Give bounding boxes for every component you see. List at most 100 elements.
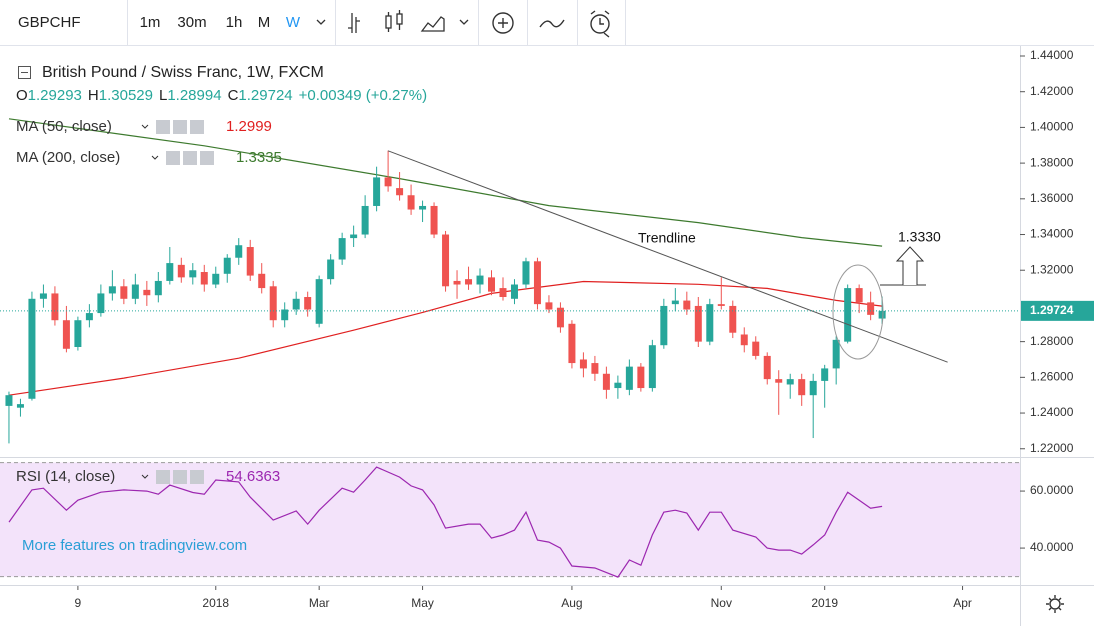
candle-body — [821, 368, 829, 381]
candle-body — [510, 284, 518, 299]
indicator-value: 1.3335 — [236, 149, 282, 166]
watermark: More features on tradingview.com — [22, 537, 247, 554]
x-tick-label: Apr — [953, 596, 972, 610]
indicator-control[interactable] — [156, 120, 170, 134]
indicator-control[interactable] — [156, 470, 170, 484]
price-pane: 1.22000 1.24000 1.26000 1.28000 1.32000 1.340… — [0, 48, 1094, 455]
candle-body — [269, 286, 277, 321]
bar-style-icon[interactable] — [348, 10, 469, 33]
x-tick-label: May — [411, 596, 434, 610]
indicator-icon[interactable] — [492, 12, 514, 34]
rsi-band — [0, 462, 1020, 577]
x-tick-label: Aug — [561, 596, 582, 610]
x-tick-label: Mar — [309, 596, 330, 610]
candle-body — [223, 257, 231, 274]
candle-body — [625, 366, 633, 390]
candle-body — [556, 307, 564, 328]
interval-button[interactable]: 1m — [140, 14, 161, 31]
candle-body — [97, 293, 105, 314]
indicator-control[interactable] — [190, 120, 204, 134]
candle-body — [878, 310, 886, 319]
trendline — [387, 150, 948, 363]
candle-body — [465, 279, 473, 285]
y-tick-label: 1.36000 — [1030, 191, 1074, 205]
candle-body — [568, 323, 576, 364]
legend: British Pound / Swiss Franc, 1W, FXCM O1… — [16, 64, 427, 166]
candle-body — [499, 288, 507, 298]
candle-body — [361, 205, 369, 235]
indicator-control[interactable] — [173, 120, 187, 134]
interval-button[interactable]: 30m — [177, 14, 206, 31]
ohlc-value: 1.30529 — [99, 87, 153, 104]
y-tick-label: 1.28000 — [1030, 334, 1074, 348]
target-arrow — [895, 246, 925, 285]
y-tick-label: 1.42000 — [1030, 84, 1074, 98]
indicator-dropdown[interactable] — [151, 155, 159, 160]
candle-body — [350, 234, 358, 239]
rsi-tick-label: 60.0000 — [1030, 483, 1074, 497]
candle-body — [51, 293, 59, 321]
toolbar: GBPCHF — [0, 0, 1094, 46]
candle-body — [5, 395, 13, 406]
y-tick-label: 1.24000 — [1030, 405, 1074, 419]
interval-button[interactable]: M — [258, 14, 271, 31]
ohlc-value: 1.29724 — [238, 87, 292, 104]
candle-body — [809, 380, 817, 396]
x-tick-label: 2019 — [811, 596, 838, 610]
candle-body — [373, 177, 381, 206]
indicator-dropdown[interactable] — [141, 474, 149, 479]
candle-body — [304, 297, 312, 310]
y-tick-label: 1.34000 — [1030, 227, 1074, 241]
indicator-value: 54.6363 — [226, 468, 280, 485]
candle-body — [694, 305, 702, 342]
candle-body — [212, 273, 220, 285]
candle-body — [384, 177, 392, 187]
candle-body — [315, 279, 323, 324]
current-price-tag — [1021, 300, 1094, 321]
indicator-control[interactable] — [200, 151, 214, 165]
candle-body — [798, 379, 806, 396]
indicator-control[interactable] — [183, 151, 197, 165]
symbol[interactable]: GBPCHF — [18, 14, 81, 31]
candle-body — [154, 280, 162, 296]
indicator-dropdown[interactable] — [141, 124, 149, 129]
candle-body — [39, 293, 47, 299]
indicator-control[interactable] — [166, 151, 180, 165]
ohlc-letter: C — [228, 87, 239, 104]
x-tick-label: 9 — [75, 596, 82, 610]
candle-body — [177, 264, 185, 278]
candle-body — [327, 259, 335, 280]
candle-body — [832, 339, 840, 369]
candle-body — [62, 320, 70, 349]
interval-dropdown[interactable] — [316, 19, 326, 25]
compare-icon[interactable] — [539, 19, 565, 28]
y-tick-label: 1.22000 — [1030, 441, 1074, 455]
alert-icon[interactable] — [590, 10, 610, 38]
candle-body — [419, 205, 427, 210]
current-price-label: 1.29724 — [1030, 303, 1074, 317]
candle-body — [683, 300, 691, 310]
candle-body — [614, 382, 622, 389]
candle-body — [396, 188, 404, 196]
interval-button[interactable]: W — [286, 14, 301, 31]
candle-body — [258, 273, 266, 289]
candle-body — [131, 284, 139, 299]
ohlc-value: 1.28994 — [167, 87, 221, 104]
candle-body — [235, 245, 243, 258]
candle-body — [775, 379, 783, 383]
rsi-line — [8, 466, 883, 578]
settings-icon[interactable] — [1046, 595, 1064, 613]
indicator-control[interactable] — [190, 470, 204, 484]
indicator-control[interactable] — [173, 470, 187, 484]
change-value: +0.00349 (+0.27%) — [299, 87, 427, 104]
indicator-name: MA (50, close) — [16, 118, 112, 135]
ohlc-letter: L — [159, 87, 167, 104]
candle-body — [476, 275, 484, 285]
candle-body — [752, 341, 760, 356]
y-tick-label: 1.40000 — [1030, 120, 1074, 134]
candle-body — [533, 261, 541, 305]
collapse-icon[interactable] — [18, 66, 31, 79]
interval-button[interactable]: 1h — [226, 14, 243, 31]
rsi-tick-label: 40.0000 — [1030, 540, 1074, 554]
candle-body — [189, 270, 197, 278]
